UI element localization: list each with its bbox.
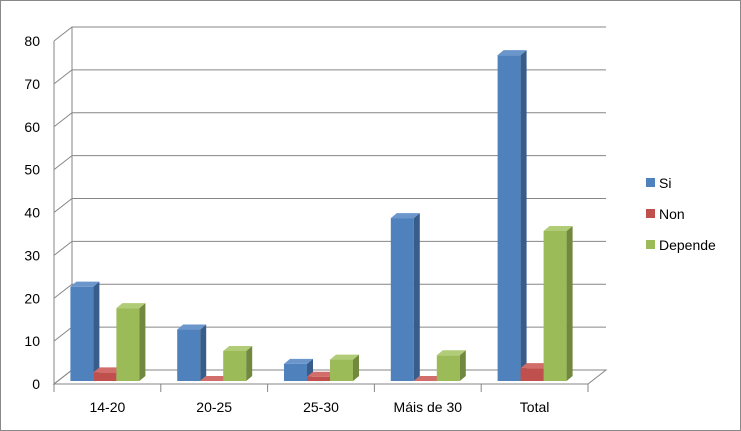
y-tick-label: 70 [24, 76, 40, 92]
y-tick-label: 50 [24, 162, 40, 178]
y-axis-ticks: 0 10 20 30 40 50 60 70 80 [24, 33, 40, 392]
bar-non-m-is-de-30 [413, 376, 443, 381]
bar-top [200, 376, 230, 381]
x-category-label: 25-30 [303, 399, 339, 415]
legend-swatch [646, 178, 655, 187]
legend-item-si: Si [646, 175, 671, 191]
y-tick-label: 10 [24, 333, 40, 349]
bar-top [116, 303, 146, 309]
bar-si-m-is-de-30 [390, 213, 420, 381]
chart-floor [52, 369, 608, 392]
bar-top [177, 324, 207, 330]
bar-top [543, 225, 573, 231]
y-tick-label: 60 [24, 119, 40, 135]
x-axis-categories: 14-20 20-25 25-30 Máis de 30 Total [89, 399, 549, 415]
bar-front [497, 55, 521, 382]
bar-side [413, 213, 420, 381]
bar-top [436, 350, 466, 356]
bar-top [307, 371, 336, 377]
bar-depende-25-30 [330, 354, 359, 381]
bar-top [223, 345, 253, 351]
x-category-label: 14-20 [89, 399, 125, 415]
legend-swatch [646, 209, 655, 218]
bar-si-20-25 [177, 324, 207, 381]
bar-front [70, 286, 94, 381]
bar-top [93, 367, 123, 373]
bar-depende-20-25 [223, 345, 253, 381]
gridline [53, 26, 606, 42]
bar-top [413, 376, 443, 381]
y-tick-label: 30 [24, 247, 40, 263]
bar-front [330, 359, 353, 381]
legend-item-non: Non [646, 206, 685, 222]
x-category-label: Máis de 30 [394, 399, 463, 415]
bar-top [497, 50, 527, 56]
bar-depende-m-is-de-30 [436, 350, 466, 381]
bar-top [284, 358, 313, 364]
bar-side [459, 350, 466, 381]
bar-side [200, 324, 207, 381]
bar-top [520, 363, 550, 369]
bar-front [520, 368, 544, 381]
bar-side [93, 281, 100, 381]
x-category-label: Total [520, 399, 550, 415]
legend: Si Non Depende [646, 175, 716, 253]
floor-plane [52, 369, 608, 385]
bar-front [116, 308, 140, 381]
bar-non-20-25 [200, 376, 230, 381]
bar-depende-14-20 [116, 303, 146, 381]
bar-front [390, 218, 414, 381]
gridlines [53, 26, 606, 385]
bars [70, 50, 573, 382]
y-tick-label: 0 [32, 376, 40, 392]
bar-si-total [497, 50, 527, 382]
bar-side [566, 225, 573, 381]
bar-side [520, 50, 527, 382]
bar-front [223, 350, 247, 381]
legend-item-depende: Depende [646, 237, 716, 253]
bar-side [139, 303, 146, 381]
x-category-label: 20-25 [196, 399, 232, 415]
y-tick-label: 80 [24, 33, 40, 49]
bar-front [93, 372, 117, 381]
bar-top [70, 281, 100, 287]
bar-front [284, 363, 307, 381]
bar-si-14-20 [70, 281, 100, 381]
bar-front [177, 329, 201, 381]
bar-front [307, 376, 330, 381]
legend-label: Non [659, 206, 685, 222]
bar-top [330, 354, 359, 360]
bar-depende-total [543, 225, 573, 381]
bar-side [246, 345, 253, 381]
bar-front [543, 230, 567, 381]
legend-label: Si [659, 175, 671, 191]
legend-label: Depende [659, 237, 716, 253]
y-tick-label: 40 [24, 205, 40, 221]
bar-top [390, 213, 420, 219]
legend-swatch [646, 240, 655, 249]
bar-side [353, 354, 359, 381]
y-tick-label: 20 [24, 290, 40, 306]
bar-front [436, 355, 460, 381]
